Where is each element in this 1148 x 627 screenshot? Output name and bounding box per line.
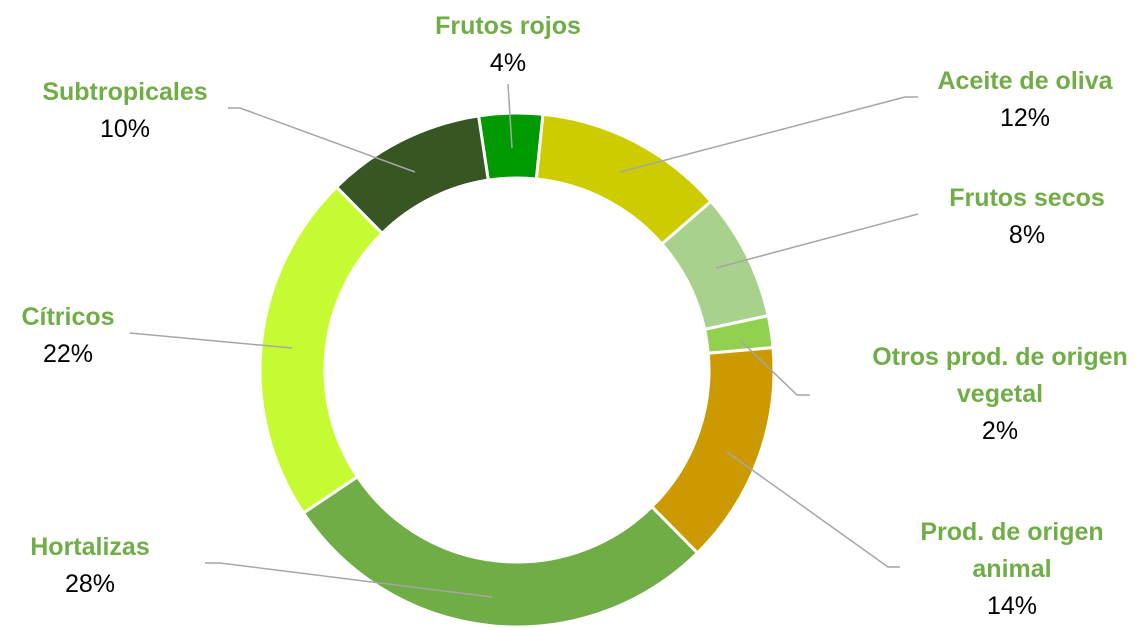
leader-line	[715, 213, 919, 269]
leader-line	[619, 96, 918, 173]
category-label: Frutos secos	[949, 184, 1105, 212]
value-label: 14%	[986, 592, 1038, 620]
value-label: 10%	[99, 115, 151, 143]
value-label: 4%	[489, 49, 527, 77]
data-label: Subtropicales 10%	[15, 74, 235, 148]
slice	[334, 114, 490, 236]
value-label: 8%	[1008, 221, 1046, 249]
slice	[301, 474, 700, 627]
data-label: Cítricos 22%	[0, 299, 148, 373]
slices	[258, 111, 776, 627]
leader-line	[205, 562, 493, 598]
data-label: Aceite de oliva 12%	[895, 63, 1148, 137]
slice	[258, 184, 385, 516]
category-label: Prod. de origen animal	[920, 518, 1104, 583]
category-label: Cítricos	[21, 303, 115, 331]
leader-lines	[129, 83, 919, 598]
leader-line	[228, 107, 416, 173]
value-label: 28%	[64, 570, 116, 598]
data-label: Prod. de origen animal 14%	[897, 514, 1127, 625]
leader-line	[726, 451, 900, 568]
category-label: Otros prod. de origen vegetal	[872, 343, 1128, 408]
leader-line	[739, 339, 810, 396]
value-label: 22%	[42, 340, 94, 368]
leader-line	[507, 83, 513, 149]
data-label: Frutos rojos 4%	[378, 8, 638, 82]
value-label: 2%	[981, 417, 1019, 445]
value-label: 12%	[999, 104, 1051, 132]
data-label: Hortalizas 28%	[0, 529, 190, 603]
category-label: Subtropicales	[42, 78, 208, 106]
slice	[649, 345, 776, 556]
data-label: Frutos secos 8%	[897, 180, 1148, 254]
leader-line	[129, 332, 293, 349]
data-label: Otros prod. de origen vegetal 2%	[850, 339, 1148, 450]
category-label: Frutos rojos	[435, 12, 581, 40]
category-label: Hortalizas	[30, 533, 150, 561]
category-label: Aceite de oliva	[937, 67, 1113, 95]
